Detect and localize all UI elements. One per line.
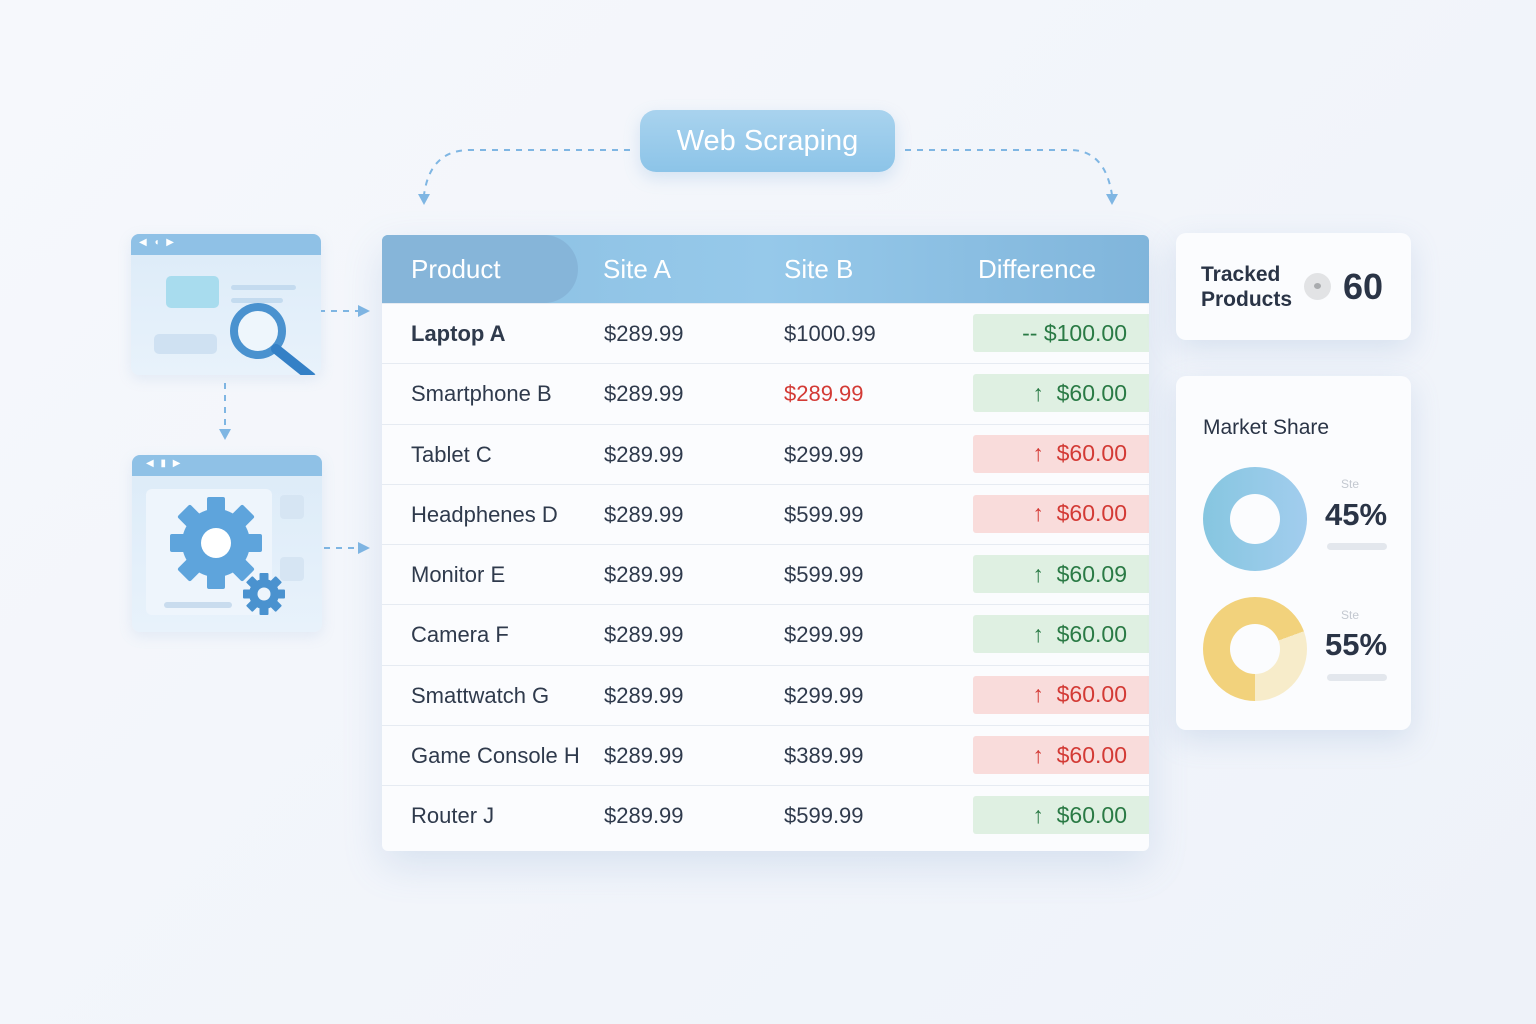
tracked-count: 60: [1343, 266, 1384, 307]
site-a-price: $289.99: [604, 682, 684, 708]
difference-badge: ↑ $60.00: [973, 374, 1149, 413]
table-row[interactable]: Game Console H $289.99 $389.99 ↑ $60.00: [382, 725, 1149, 785]
share-caption: Ste: [1341, 477, 1360, 491]
tracked-products-card: Tracked Products 60: [1176, 233, 1411, 340]
site-b-price: $299.99: [784, 682, 864, 708]
product-name: Game Console H: [411, 743, 580, 769]
header-difference[interactable]: Difference: [978, 254, 1097, 284]
site-a-price: $289.99: [604, 501, 684, 527]
processing-browser-window: ◀ ▮ ▶: [132, 455, 322, 632]
small-gear-icon: [243, 573, 285, 615]
web-scraping-banner: Web Scraping: [640, 110, 895, 172]
product-name: Router J: [411, 803, 495, 829]
site-b-price: $389.99: [784, 743, 864, 769]
product-name: Camera F: [411, 622, 509, 648]
share-caption: Ste: [1341, 608, 1360, 622]
difference-badge: ↑ $60.00: [973, 675, 1149, 714]
table-row[interactable]: Monitor E $289.99 $599.99 ↑ $60.09: [382, 544, 1149, 604]
site-b-price: $599.99: [784, 501, 864, 527]
share-value: 45%: [1325, 497, 1388, 532]
donut-chart-site-1: [1203, 467, 1307, 571]
site-b-price: $289.99: [784, 381, 864, 407]
scraper-browser-window: ◀ ◖ ▶: [131, 234, 321, 375]
price-comparison-table: Product Site A Site B Difference Laptop …: [382, 235, 1149, 851]
site-b-price: $299.99: [784, 622, 864, 648]
donut-chart-site-2: [1203, 597, 1307, 701]
difference-badge: ↑ $60.00: [973, 796, 1149, 835]
product-name: Smartphone B: [411, 381, 552, 407]
product-name: Smattwatch G: [411, 682, 550, 708]
table-row[interactable]: Tablet C $289.99 $299.99 ↑ $60.00: [382, 423, 1149, 484]
site-a-price: $289.99: [604, 622, 684, 648]
site-a-price: $289.99: [604, 743, 684, 769]
status-dot-icon: [1304, 273, 1331, 300]
share-bar: [1327, 543, 1387, 550]
header-site-b[interactable]: Site B: [784, 254, 854, 284]
header-site-a[interactable]: Site A: [603, 254, 671, 284]
table-row[interactable]: Laptop A $289.99 $1000.99 -- $100.00: [382, 303, 1149, 363]
window-controls: ◀ ◖ ▶: [131, 234, 321, 255]
site-b-price: $299.99: [784, 441, 864, 467]
share-bar: [1327, 674, 1387, 681]
tracked-label-line2: Products: [1201, 288, 1293, 311]
difference-badge: ↑ $60.00: [973, 615, 1149, 654]
site-a-price: $289.99: [604, 562, 684, 588]
share-value: 55%: [1325, 627, 1388, 662]
table-row[interactable]: Camera F $289.99 $299.99 ↑ $60.00: [382, 604, 1149, 664]
difference-badge: ↑ $60.09: [973, 555, 1149, 594]
table-row[interactable]: Headphenes D $289.99 $599.99 ↑ $60.00: [382, 483, 1149, 544]
table-row[interactable]: Router J $289.99 $599.99 ↑ $60.00: [382, 785, 1149, 845]
product-name: Monitor E: [411, 562, 506, 588]
product-name: Laptop A: [411, 321, 506, 346]
table-row[interactable]: Smattwatch G $289.99 $299.99 ↑ $60.00: [382, 664, 1149, 725]
header-product[interactable]: Product: [411, 254, 501, 284]
table-header: Product Site A Site B Difference: [382, 235, 1149, 303]
difference-badge: ↑ $60.00: [973, 494, 1149, 533]
difference-badge: ↑ $60.00: [973, 434, 1149, 473]
window-controls: ◀ ▮ ▶: [132, 455, 322, 476]
market-share-title: Market Share: [1203, 416, 1330, 439]
site-b-price: $599.99: [784, 562, 864, 588]
table-row[interactable]: Smartphone B $289.99 $289.99 ↑ $60.00: [382, 363, 1149, 423]
gear-icon: [170, 497, 262, 589]
magnifier-icon: [230, 303, 316, 375]
market-share-card: Market Share Ste 45% Ste 55%: [1176, 376, 1411, 730]
site-a-price: $289.99: [604, 803, 684, 829]
tracked-label-line1: Tracked: [1201, 263, 1281, 286]
difference-badge: ↑ $60.00: [973, 736, 1149, 775]
site-a-price: $289.99: [604, 441, 684, 467]
product-name: Tablet C: [411, 441, 492, 467]
product-name: Headphenes D: [411, 501, 558, 527]
site-a-price: $289.99: [604, 381, 684, 407]
site-a-price: $289.99: [604, 321, 684, 346]
site-b-price: $599.99: [784, 803, 864, 829]
site-b-price: $1000.99: [784, 321, 876, 346]
difference-badge: -- $100.00: [973, 314, 1149, 352]
